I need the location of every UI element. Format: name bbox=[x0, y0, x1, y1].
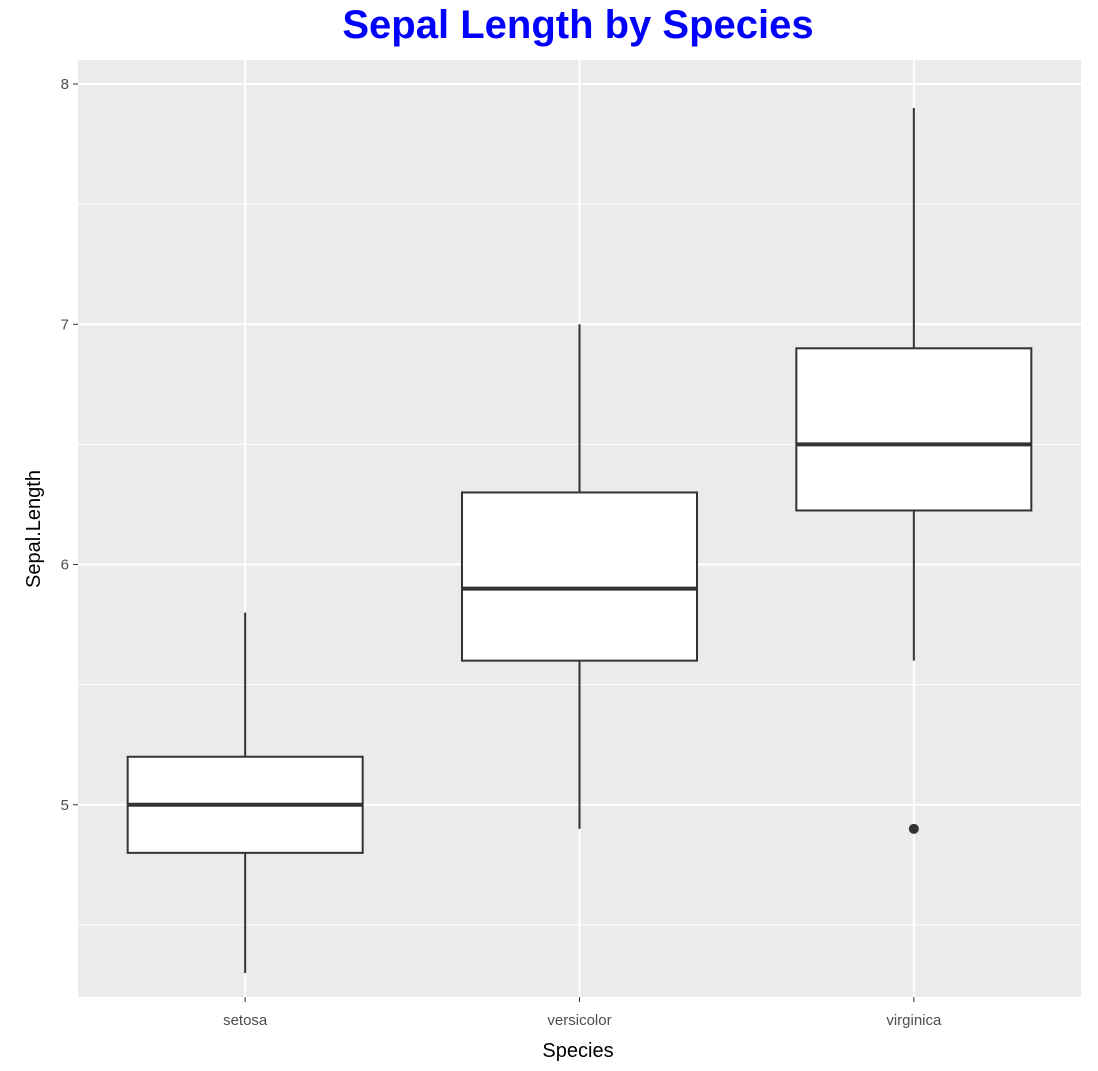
interquartile-box bbox=[461, 491, 698, 662]
outlier-point bbox=[908, 823, 919, 834]
box-layer bbox=[126, 108, 1033, 973]
y-tick-label: 5 bbox=[61, 797, 69, 814]
y-tick-label: 6 bbox=[61, 557, 69, 574]
x-axis: setosa versicolor virginica bbox=[223, 997, 942, 1029]
x-tick-label: versicolor bbox=[547, 1012, 611, 1029]
box-setosa bbox=[126, 612, 364, 973]
x-tick-label: virginica bbox=[886, 1012, 942, 1029]
y-axis-title: Sepal.Length bbox=[23, 470, 45, 588]
box-versicolor bbox=[461, 324, 698, 829]
x-tick-label: setosa bbox=[223, 1012, 268, 1029]
box-virginica bbox=[795, 108, 1033, 834]
x-axis-title: Species bbox=[542, 1040, 613, 1062]
y-tick-label: 8 bbox=[61, 76, 69, 93]
chart-title: Sepal Length by Species bbox=[342, 3, 813, 47]
interquartile-box bbox=[795, 347, 1033, 512]
y-tick-label: 7 bbox=[61, 316, 69, 333]
y-axis: 5 6 7 8 bbox=[61, 76, 78, 814]
